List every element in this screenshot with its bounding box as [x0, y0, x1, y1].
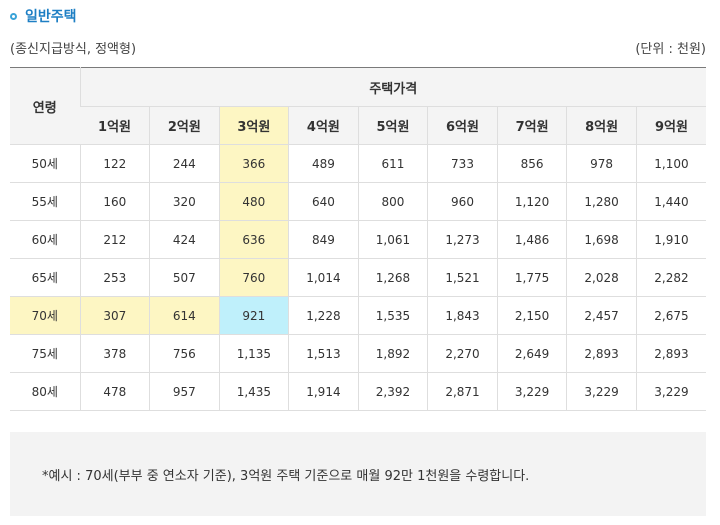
pension-value-cell: 3,229 [635, 372, 706, 411]
age-cell: 55세 [10, 182, 80, 221]
section-heading: 일반주택 [10, 6, 77, 26]
pension-value-cell: 122 [79, 144, 150, 183]
table-row: 55세 160 320 480 640 800 960 1,120 1,280 1,440 [10, 182, 706, 221]
pension-value-cell: 3,229 [566, 372, 637, 411]
price-column-header: 4억원 [288, 106, 359, 145]
pension-value-cell: 1,910 [635, 220, 706, 259]
pension-value-cell: 760 [218, 258, 289, 297]
pension-value-cell: 424 [149, 220, 220, 259]
age-cell: 70세 [10, 296, 80, 335]
pension-value-cell: 1,120 [496, 182, 567, 221]
price-column-header: 8억원 [566, 106, 637, 145]
pension-value-cell: 756 [149, 334, 220, 373]
house-price-group-header: 주택가격 [79, 67, 706, 107]
pension-value-cell: 733 [427, 144, 498, 183]
price-column-header: 5억원 [357, 106, 428, 145]
price-column-header: 7억원 [496, 106, 567, 145]
pension-value-cell: 1,135 [218, 334, 289, 373]
age-cell: 80세 [10, 372, 80, 411]
table-row: 75세 378 756 1,135 1,513 1,892 2,270 2,649 2,893 2… [10, 334, 706, 373]
pension-value-cell: 160 [79, 182, 150, 221]
pension-value-cell: 2,893 [635, 334, 706, 373]
pension-value-cell: 2,457 [566, 296, 637, 335]
pension-value-cell: 1,435 [218, 372, 289, 411]
age-cell: 65세 [10, 258, 80, 297]
age-column-header: 연령 [10, 67, 80, 145]
pension-value-cell: 1,440 [635, 182, 706, 221]
table-row: 70세 307 614 921 1,228 1,535 1,843 2,150 2,457 2,6… [10, 296, 706, 335]
price-column-header: 6억원 [427, 106, 498, 145]
unit-label: (단위 : 천원) [635, 42, 706, 57]
pension-value-cell: 1,273 [427, 220, 498, 259]
pension-value-cell: 478 [79, 372, 150, 411]
table-row: 65세 253 507 760 1,014 1,268 1,521 1,775 2,028 2,2… [10, 258, 706, 297]
price-column-header: 9억원 [635, 106, 706, 145]
pension-value-cell: 1,100 [635, 144, 706, 183]
pension-value-cell: 253 [79, 258, 150, 297]
age-cell: 75세 [10, 334, 80, 373]
pension-value-cell: 1,280 [566, 182, 637, 221]
pension-value-cell: 1,698 [566, 220, 637, 259]
table-row: 60세 212 424 636 849 1,061 1,273 1,486 1,698 1,910 [10, 220, 706, 259]
pension-value-cell: 2,649 [496, 334, 567, 373]
pension-value-cell: 2,028 [566, 258, 637, 297]
pension-value-cell: 378 [79, 334, 150, 373]
pension-value-cell: 1,521 [427, 258, 498, 297]
age-cell: 50세 [10, 144, 80, 183]
example-note-text: *예시 : 70세(부부 중 연소자 기준), 3억원 주택 기준으로 매월 9… [42, 468, 530, 484]
pension-value-cell: 1,061 [357, 220, 428, 259]
pension-value-cell: 2,392 [357, 372, 428, 411]
pension-value-cell: 2,675 [635, 296, 706, 335]
price-column-header-highlighted: 3억원 [218, 106, 289, 145]
pension-value-cell: 244 [149, 144, 220, 183]
pension-value-cell: 957 [149, 372, 220, 411]
pension-value-cell: 640 [288, 182, 359, 221]
table-body: 50세 122 244 366 489 611 733 856 978 1,100 55세 160 32… [10, 144, 706, 411]
pension-value-cell: 856 [496, 144, 567, 183]
pension-value-cell: 1,268 [357, 258, 428, 297]
pension-value-cell: 507 [149, 258, 220, 297]
pension-value-cell: 636 [218, 220, 289, 259]
pension-value-cell: 2,871 [427, 372, 498, 411]
payment-condition: (종신지급방식, 정액형) [10, 42, 137, 57]
pension-value-cell: 960 [427, 182, 498, 221]
pension-value-cell: 1,228 [288, 296, 359, 335]
section-title: 일반주택 [25, 9, 77, 25]
pension-value-cell: 489 [288, 144, 359, 183]
table-row: 50세 122 244 366 489 611 733 856 978 1,100 [10, 144, 706, 183]
circle-bullet-icon [10, 12, 17, 20]
price-column-header: 2억원 [149, 106, 220, 145]
pension-value-cell: 849 [288, 220, 359, 259]
table-row: 80세 478 957 1,435 1,914 2,392 2,871 3,229 3,229 3… [10, 372, 706, 411]
pension-value-cell: 212 [79, 220, 150, 259]
pension-value-cell: 2,150 [496, 296, 567, 335]
pension-value-cell: 480 [218, 182, 289, 221]
pension-value-cell: 1,014 [288, 258, 359, 297]
example-note-box: *예시 : 70세(부부 중 연소자 기준), 3억원 주택 기준으로 매월 9… [10, 432, 706, 516]
pension-value-cell: 1,892 [357, 334, 428, 373]
pension-value-cell: 611 [357, 144, 428, 183]
pension-value-cell: 2,270 [427, 334, 498, 373]
pension-value-cell: 921 [218, 296, 289, 335]
age-cell: 60세 [10, 220, 80, 259]
pension-value-cell: 978 [566, 144, 637, 183]
pension-value-cell: 3,229 [496, 372, 567, 411]
pension-value-cell: 1,775 [496, 258, 567, 297]
pension-value-cell: 366 [218, 144, 289, 183]
table-caption-row: (종신지급방식, 정액형) (단위 : 천원) [10, 38, 706, 57]
pension-value-cell: 2,282 [635, 258, 706, 297]
monthly-pension-table: 연령 주택가격 1억원 2억원 3억원 4억원 5억원 6억원 7억원 8억원 … [10, 67, 706, 411]
pension-value-cell: 800 [357, 182, 428, 221]
pension-value-cell: 307 [79, 296, 150, 335]
price-column-header: 1억원 [80, 106, 150, 145]
pension-value-cell: 614 [149, 296, 220, 335]
pension-value-cell: 1,513 [288, 334, 359, 373]
pension-value-cell: 1,535 [357, 296, 428, 335]
pension-value-cell: 1,843 [427, 296, 498, 335]
pension-value-cell: 1,914 [288, 372, 359, 411]
pension-value-cell: 2,893 [566, 334, 637, 373]
pension-value-cell: 320 [149, 182, 220, 221]
pension-value-cell: 1,486 [496, 220, 567, 259]
